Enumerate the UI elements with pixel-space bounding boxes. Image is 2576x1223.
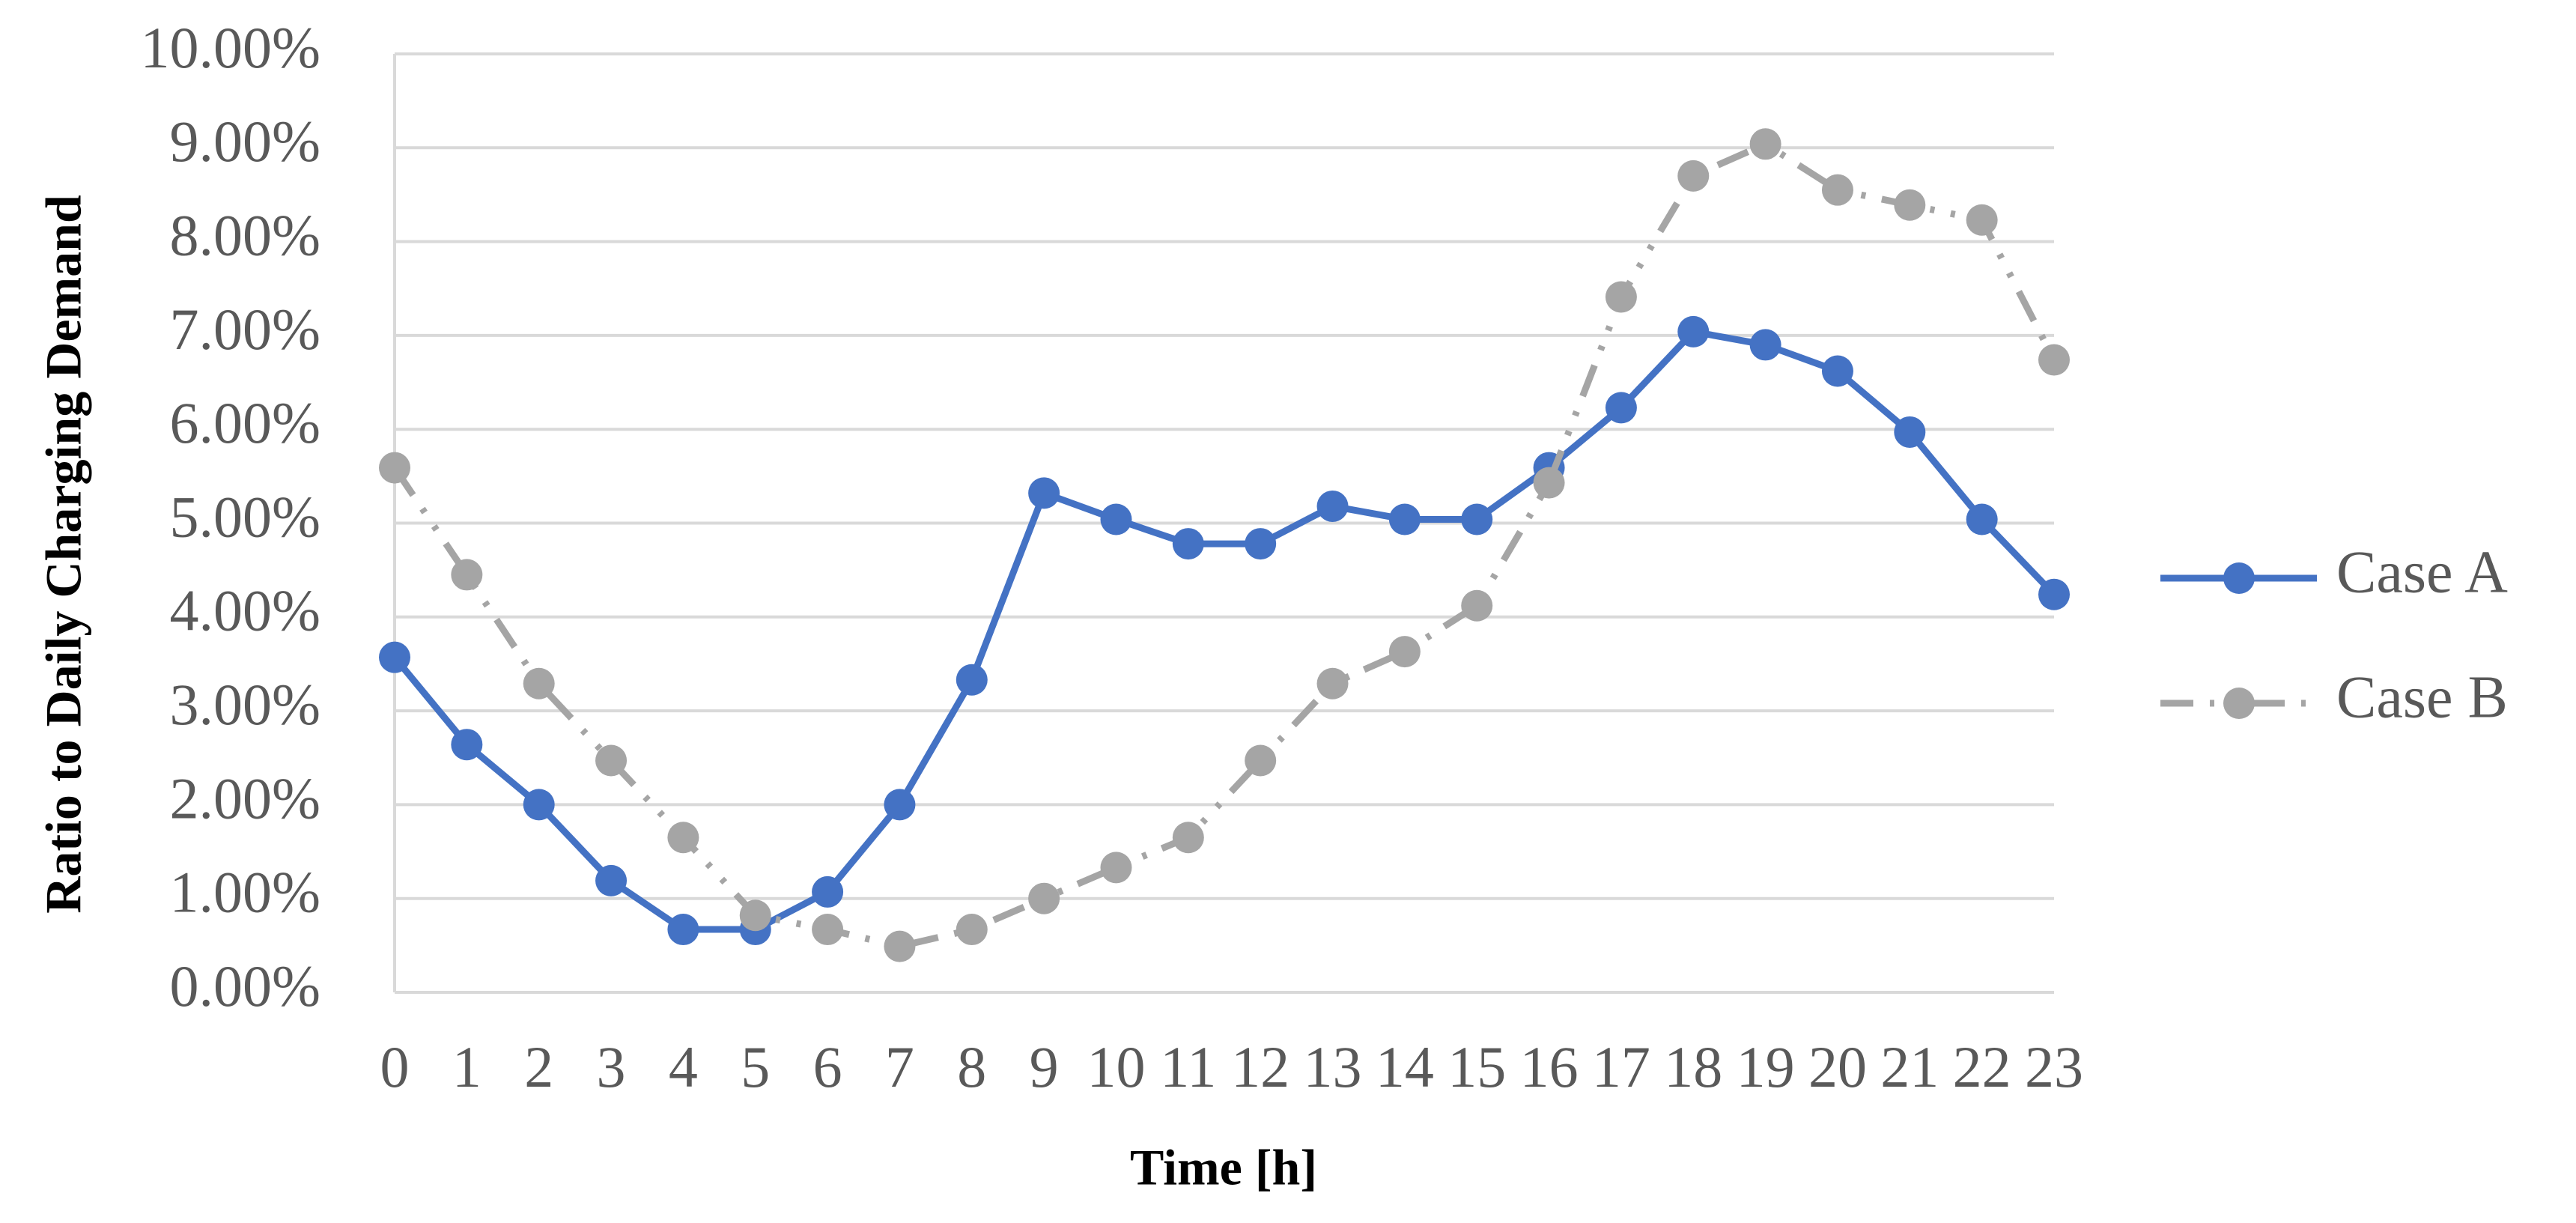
y-tick-label: 7.00%	[170, 297, 321, 362]
data-point	[1028, 477, 1060, 509]
data-point	[595, 864, 628, 896]
data-point	[1245, 528, 1277, 560]
data-point	[1316, 490, 1349, 522]
series-line	[392, 328, 2057, 933]
x-tick-label: 1	[452, 1034, 482, 1099]
y-tick-label: 10.00%	[141, 15, 321, 80]
data-point	[1605, 392, 1637, 424]
data-point	[451, 729, 483, 761]
data-point	[1821, 174, 1853, 206]
data-point	[1388, 503, 1421, 535]
x-tick-label: 9	[1030, 1034, 1059, 1099]
data-point	[1821, 355, 1853, 387]
y-tick-label: 4.00%	[170, 578, 321, 643]
data-point	[1245, 744, 1277, 777]
x-tick-label: 2	[524, 1034, 553, 1099]
data-point	[1461, 503, 1493, 535]
x-tick-label: 16	[1520, 1034, 1579, 1099]
x-tick-label: 22	[1953, 1034, 2011, 1099]
y-tick-label: 3.00%	[170, 672, 321, 737]
y-tick-label: 0.00%	[170, 953, 321, 1019]
data-point	[2038, 578, 2070, 610]
x-tick-label: 8	[957, 1034, 986, 1099]
y-axis-title: Ratio to Daily Charging Demand	[35, 195, 92, 914]
legend-text: Case A	[2336, 539, 2508, 605]
data-point	[1172, 822, 1204, 854]
x-tick-label: 20	[1808, 1034, 1867, 1099]
data-point	[1894, 416, 1926, 448]
x-tick-label: 0	[380, 1034, 410, 1099]
data-point	[1966, 204, 1998, 236]
y-tick-label: 6.00%	[170, 390, 321, 455]
data-point	[1100, 852, 1132, 884]
data-point	[956, 664, 988, 696]
x-tick-label: 6	[813, 1034, 842, 1099]
data-point	[1388, 636, 1421, 668]
x-tick-label: 13	[1304, 1034, 1362, 1099]
data-point	[523, 789, 555, 821]
x-tick-label: 14	[1376, 1034, 1434, 1099]
data-point	[451, 559, 483, 591]
legend-marker	[2223, 562, 2255, 594]
x-tick-label: 7	[885, 1034, 914, 1099]
y-tick-label: 9.00%	[170, 109, 321, 174]
data-point	[1894, 189, 1926, 221]
data-point	[523, 667, 555, 699]
x-tick-label: 10	[1087, 1034, 1145, 1099]
x-tick-label: 19	[1737, 1034, 1795, 1099]
data-point	[667, 822, 699, 854]
data-point	[595, 744, 628, 777]
legend-marker	[2223, 688, 2255, 719]
data-point	[1533, 467, 1565, 499]
data-point	[884, 930, 916, 962]
data-point	[2038, 344, 2070, 376]
x-tick-label: 5	[741, 1034, 770, 1099]
data-point	[1677, 315, 1710, 348]
data-point	[812, 914, 844, 946]
data-point	[1172, 528, 1204, 560]
data-point	[379, 452, 410, 484]
y-tick-label: 2.00%	[170, 765, 321, 831]
data-point	[884, 789, 916, 821]
x-tick-label: 15	[1448, 1034, 1506, 1099]
y-tick-label: 1.00%	[170, 860, 321, 925]
data-point	[1749, 329, 1781, 361]
y-tick-label: 8.00%	[170, 203, 321, 268]
data-point	[1316, 667, 1349, 699]
y-tick-label: 5.00%	[170, 484, 321, 549]
data-point	[956, 914, 988, 946]
data-point	[739, 899, 771, 932]
x-tick-label: 4	[669, 1034, 698, 1099]
data-point	[1100, 503, 1132, 535]
x-tick-label: 23	[2025, 1034, 2083, 1099]
x-axis-title: Time [h]	[1130, 1139, 1317, 1196]
data-point	[1749, 128, 1781, 160]
data-point	[1028, 882, 1060, 914]
data-point	[1966, 503, 1998, 535]
legend-text: Case B	[2336, 664, 2508, 730]
x-tick-label: 17	[1592, 1034, 1650, 1099]
data-point	[379, 641, 410, 673]
x-tick-label: 21	[1880, 1034, 1939, 1099]
x-tick-label: 18	[1664, 1034, 1722, 1099]
data-point	[667, 914, 699, 946]
data-point	[1677, 160, 1710, 192]
x-tick-label: 12	[1231, 1034, 1289, 1099]
x-tick-label: 11	[1160, 1034, 1216, 1099]
data-point	[1605, 281, 1637, 313]
data-point	[1461, 589, 1493, 622]
x-tick-label: 3	[597, 1034, 626, 1099]
data-point	[812, 875, 844, 908]
